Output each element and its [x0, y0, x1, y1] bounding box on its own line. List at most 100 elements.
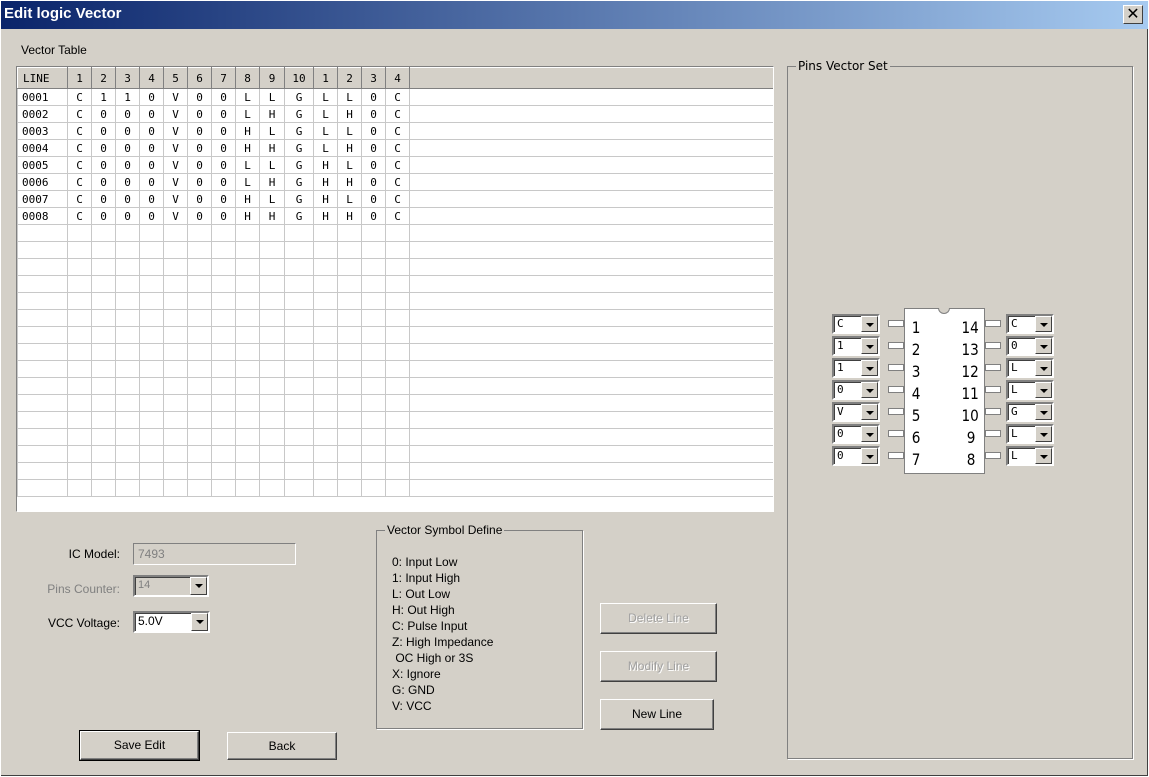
table-cell[interactable]	[91, 343, 116, 361]
table-cell[interactable]: C	[385, 190, 410, 208]
table-cell[interactable]	[211, 360, 236, 378]
table-cell[interactable]	[187, 462, 212, 480]
table-cell[interactable]: L	[235, 156, 260, 174]
table-cell[interactable]: 0004	[17, 139, 68, 157]
table-cell[interactable]	[259, 292, 285, 310]
table-cell[interactable]	[361, 411, 386, 429]
table-cell[interactable]	[385, 258, 410, 276]
table-cell[interactable]	[115, 360, 140, 378]
table-cell[interactable]	[187, 292, 212, 310]
column-header[interactable]: 7	[211, 67, 236, 89]
table-cell[interactable]	[409, 326, 773, 344]
table-cell[interactable]	[337, 343, 362, 361]
table-cell[interactable]	[211, 479, 236, 497]
table-cell[interactable]	[409, 462, 773, 480]
table-cell[interactable]	[67, 292, 92, 310]
table-cell[interactable]	[385, 428, 410, 446]
table-cell[interactable]	[187, 411, 212, 429]
column-header[interactable]: 6	[187, 67, 212, 89]
table-cell[interactable]: H	[313, 173, 338, 191]
table-cell[interactable]	[17, 411, 68, 429]
table-cell[interactable]	[284, 309, 314, 327]
table-cell[interactable]	[284, 258, 314, 276]
table-cell[interactable]: L	[313, 105, 338, 123]
table-cell[interactable]: 1	[115, 88, 140, 106]
table-cell[interactable]	[235, 326, 260, 344]
table-cell[interactable]	[139, 275, 164, 293]
table-cell[interactable]	[163, 326, 188, 344]
table-cell[interactable]	[284, 411, 314, 429]
table-cell[interactable]	[115, 224, 140, 242]
table-cell[interactable]	[211, 224, 236, 242]
table-cell[interactable]	[17, 394, 68, 412]
table-cell[interactable]: 0	[361, 190, 386, 208]
table-cell[interactable]: C	[67, 173, 92, 191]
vector-table[interactable]: LINE 1 2 3 4 5 6 7 8 9 10 1 2 3 4 0001 C 1 1 0 V 0 0 L L G L L 0 C 000…	[16, 66, 774, 512]
table-cell[interactable]	[313, 275, 338, 293]
table-cell[interactable]: 0	[361, 139, 386, 157]
table-cell[interactable]	[385, 275, 410, 293]
table-cell[interactable]	[211, 411, 236, 429]
table-cell[interactable]	[409, 105, 773, 123]
table-cell[interactable]	[409, 275, 773, 293]
table-row[interactable]	[17, 275, 773, 293]
table-cell[interactable]	[361, 309, 386, 327]
table-cell[interactable]	[67, 258, 92, 276]
table-row[interactable]	[17, 394, 773, 412]
pin-6-select[interactable]: 0	[832, 424, 880, 444]
table-cell[interactable]	[313, 258, 338, 276]
table-cell[interactable]: 0	[115, 207, 140, 225]
table-cell[interactable]: 0	[361, 122, 386, 140]
table-cell[interactable]: 0	[187, 122, 212, 140]
table-cell[interactable]	[163, 224, 188, 242]
column-header[interactable]: 1	[67, 67, 92, 89]
table-cell[interactable]: 0	[211, 190, 236, 208]
table-cell[interactable]: 0	[115, 105, 140, 123]
table-cell[interactable]	[115, 377, 140, 395]
table-cell[interactable]	[17, 241, 68, 259]
table-cell[interactable]	[187, 479, 212, 497]
table-cell[interactable]	[211, 343, 236, 361]
table-cell[interactable]	[409, 411, 773, 429]
table-cell[interactable]	[337, 428, 362, 446]
table-cell[interactable]	[409, 292, 773, 310]
table-cell[interactable]	[211, 258, 236, 276]
table-cell[interactable]: G	[284, 122, 314, 140]
table-cell[interactable]	[361, 241, 386, 259]
table-cell[interactable]	[385, 479, 410, 497]
table-cell[interactable]	[337, 224, 362, 242]
table-cell[interactable]	[385, 343, 410, 361]
table-cell[interactable]	[409, 173, 773, 191]
table-cell[interactable]	[91, 411, 116, 429]
table-cell[interactable]	[139, 241, 164, 259]
table-cell[interactable]	[67, 394, 92, 412]
table-cell[interactable]	[361, 479, 386, 497]
table-cell[interactable]: C	[385, 156, 410, 174]
table-cell[interactable]	[409, 445, 773, 463]
table-cell[interactable]	[67, 377, 92, 395]
table-cell[interactable]	[284, 326, 314, 344]
table-cell[interactable]	[385, 377, 410, 395]
table-cell[interactable]	[361, 360, 386, 378]
table-cell[interactable]	[67, 241, 92, 259]
table-cell[interactable]	[409, 122, 773, 140]
table-cell[interactable]	[313, 224, 338, 242]
table-cell[interactable]	[409, 394, 773, 412]
table-cell[interactable]: C	[67, 122, 92, 140]
table-cell[interactable]	[313, 462, 338, 480]
table-cell[interactable]	[259, 394, 285, 412]
table-cell[interactable]	[187, 309, 212, 327]
table-cell[interactable]	[284, 479, 314, 497]
table-cell[interactable]: H	[259, 139, 285, 157]
table-cell[interactable]	[385, 445, 410, 463]
table-cell[interactable]	[313, 360, 338, 378]
table-cell[interactable]	[409, 428, 773, 446]
table-cell[interactable]	[17, 360, 68, 378]
table-cell[interactable]	[115, 411, 140, 429]
table-row[interactable]: 0001 C 1 1 0 V 0 0 L L G L L 0 C	[17, 88, 773, 106]
table-cell[interactable]	[259, 309, 285, 327]
table-cell[interactable]	[385, 224, 410, 242]
table-row[interactable]	[17, 343, 773, 361]
table-cell[interactable]	[235, 292, 260, 310]
table-cell[interactable]	[163, 428, 188, 446]
